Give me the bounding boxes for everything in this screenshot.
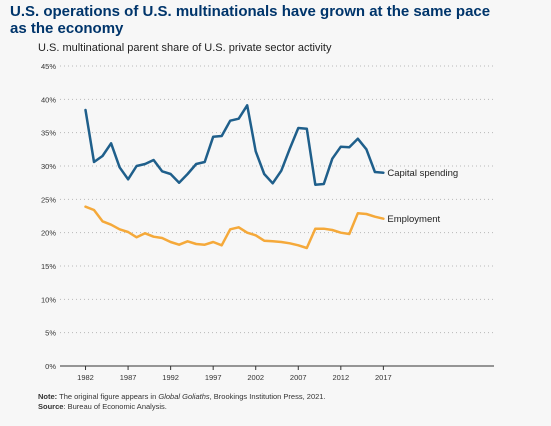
x-tick-label: 1997: [205, 373, 222, 382]
x-tick-label: 2012: [332, 373, 349, 382]
line-chart: 0% 5% 10% 15% 20% 25% 30% 35% 40% 45% 1982 1987 1992…: [41, 62, 494, 382]
note-line: Note: The original figure appears in Glo…: [38, 392, 326, 402]
y-tick-label: 45%: [41, 62, 56, 71]
y-tick-label: 25%: [41, 195, 56, 204]
chart-notes: Note: The original figure appears in Glo…: [38, 392, 326, 412]
x-tick-label: 2007: [290, 373, 307, 382]
series-line-1: [84, 205, 385, 250]
axes: 0% 5% 10% 15% 20% 25% 30% 35% 40% 45% 1982 1987 1992…: [41, 62, 494, 382]
y-tick-label: 15%: [41, 262, 56, 271]
series-lines: [84, 104, 385, 250]
series-labels: Capital spending Employment: [387, 168, 458, 225]
y-tick-label: 40%: [41, 95, 56, 104]
x-tick-label: 1987: [120, 373, 137, 382]
y-tick-label: 35%: [41, 129, 56, 138]
y-tick-label: 0%: [45, 362, 56, 371]
series-line-0: [84, 104, 385, 186]
x-tick-label: 1992: [162, 373, 179, 382]
note-label: Note:: [38, 392, 58, 401]
gridlines: [60, 65, 494, 334]
note-book-title: Global Goliaths: [158, 392, 210, 401]
x-tick-label: 2002: [247, 373, 264, 382]
x-tick-label: 2017: [375, 373, 392, 382]
chart-title: U.S. operations of U.S. multinationals h…: [10, 3, 491, 37]
series-label-0: Capital spending: [387, 168, 458, 179]
note-text-pre: The original figure appears in: [57, 392, 159, 401]
chart-subtitle: U.S. multinational parent share of U.S. …: [38, 42, 332, 54]
y-tick-label: 30%: [41, 162, 56, 171]
y-tick-label: 5%: [45, 329, 56, 338]
source-label: Source: [38, 402, 64, 411]
source-line: Source: Bureau of Economic Analysis.: [38, 402, 326, 412]
series-label-1: Employment: [387, 214, 440, 225]
note-text-post: , Brookings Institution Press, 2021.: [209, 392, 326, 401]
x-tick-label: 1982: [77, 373, 94, 382]
y-tick-label: 20%: [41, 229, 56, 238]
source-text: : Bureau of Economic Analysis.: [63, 402, 167, 411]
y-tick-label: 10%: [41, 295, 56, 304]
